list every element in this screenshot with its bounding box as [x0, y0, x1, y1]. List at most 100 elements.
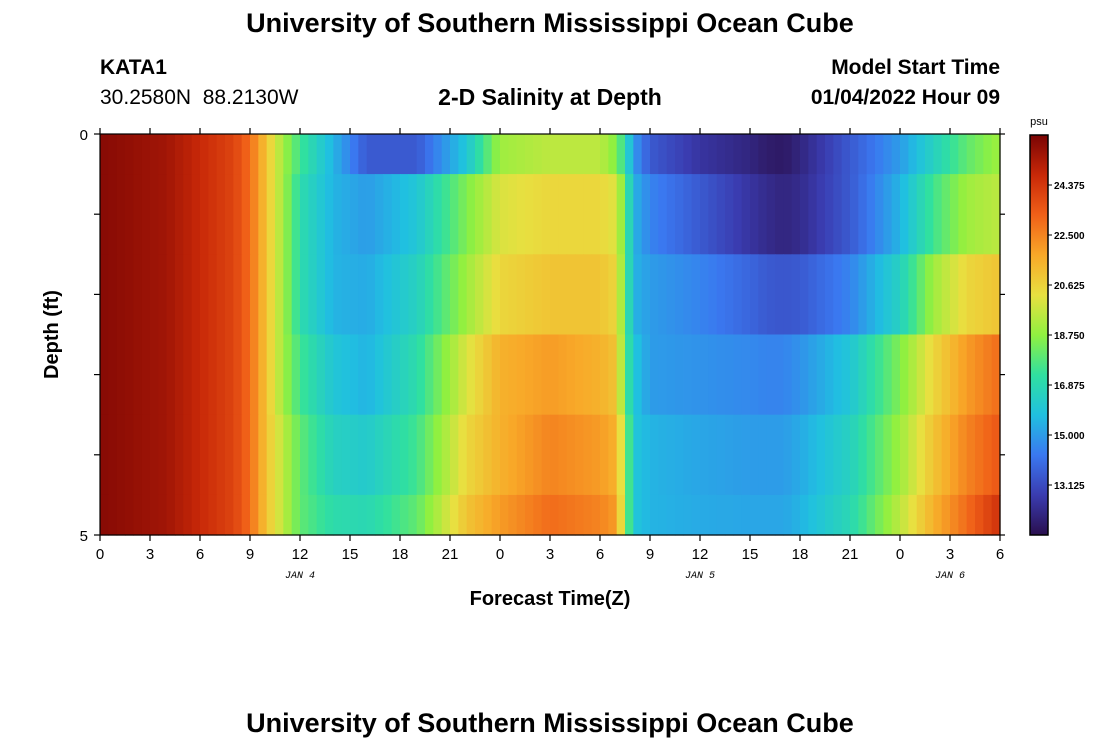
date-label: JAN 6	[935, 571, 965, 582]
heatmap-cell	[133, 134, 143, 175]
heatmap-cell	[816, 174, 826, 255]
heatmap-cell	[433, 174, 443, 255]
colorbar-unit: psu	[1030, 116, 1048, 128]
heatmap-cell	[316, 414, 326, 496]
heatmap-cell	[125, 494, 134, 536]
heatmap-cell	[400, 174, 409, 255]
heatmap-cell	[308, 494, 318, 536]
heatmap-cell	[325, 254, 334, 336]
heatmap-cell	[866, 254, 876, 336]
heatmap-cell	[966, 254, 976, 336]
heatmap-cell	[991, 414, 1001, 496]
heatmap-cell	[500, 174, 509, 255]
heatmap-cell	[150, 174, 159, 255]
heatmap-cell	[516, 334, 526, 416]
heatmap-cell	[250, 414, 259, 496]
heatmap-cell	[391, 134, 401, 175]
heatmap-cell	[116, 134, 126, 175]
heatmap-cell	[716, 334, 726, 416]
heatmap-cell	[858, 334, 868, 416]
heatmap-cell	[783, 334, 793, 416]
heatmap-cell	[225, 134, 234, 175]
heatmap-cell	[275, 414, 284, 496]
heatmap-cell	[183, 174, 193, 255]
heatmap-cell	[575, 134, 584, 175]
heatmap-cell	[791, 174, 801, 255]
heatmap-cell	[116, 254, 126, 336]
heatmap-cell	[725, 334, 734, 416]
heatmap-cell	[591, 174, 601, 255]
heatmap-cell	[541, 254, 551, 336]
heatmap-cell	[908, 254, 918, 336]
heatmap-cell	[466, 494, 476, 536]
heatmap-cell	[583, 174, 593, 255]
heatmap-cell	[200, 254, 209, 336]
heatmap-cell	[408, 134, 418, 175]
heatmap-cell	[816, 254, 826, 336]
heatmap-cell	[791, 134, 801, 175]
heatmap-cell	[983, 494, 993, 536]
heatmap-cell	[283, 134, 293, 175]
heatmap-cell	[475, 254, 484, 336]
heatmap-cell	[233, 134, 243, 175]
heatmap-cell	[700, 174, 709, 255]
heatmap-cell	[975, 494, 984, 536]
heatmap-cell	[500, 414, 509, 496]
heatmap-cell	[600, 174, 609, 255]
heatmap-cell	[966, 174, 976, 255]
heatmap-cell	[391, 414, 401, 496]
heatmap-cell	[883, 494, 893, 536]
heatmap-cell	[566, 174, 576, 255]
heatmap-cell	[650, 334, 659, 416]
heatmap-cell	[541, 494, 551, 536]
heatmap-cell	[825, 494, 834, 536]
heatmap-cell	[700, 134, 709, 175]
heatmap-cell	[700, 254, 709, 336]
heatmap-cell	[516, 414, 526, 496]
heatmap-cell	[383, 414, 393, 496]
heatmap-cell	[758, 174, 768, 255]
heatmap-cell	[791, 254, 801, 336]
heatmap-cell	[533, 334, 543, 416]
heatmap-cell	[475, 494, 484, 536]
heatmap-cell	[508, 414, 518, 496]
heatmap-cell	[283, 334, 293, 416]
heatmap-cell	[383, 174, 393, 255]
heatmap-cell	[941, 134, 951, 175]
heatmap-cell	[491, 414, 501, 496]
heatmap-cell	[808, 134, 818, 175]
heatmap-cell	[408, 414, 418, 496]
heatmap-cell	[416, 334, 426, 416]
heatmap-cell	[450, 174, 459, 255]
heatmap-cell	[583, 334, 593, 416]
heatmap-cell	[900, 334, 909, 416]
heatmap-cell	[875, 414, 884, 496]
heatmap-cell	[783, 174, 793, 255]
heatmap-cell	[716, 494, 726, 536]
heatmap-cell	[208, 134, 218, 175]
heatmap-cell	[700, 414, 709, 496]
heatmap-cell	[366, 334, 376, 416]
heatmap-cell	[775, 134, 784, 175]
heatmap-cell	[183, 414, 193, 496]
heatmap-cell	[766, 334, 776, 416]
heatmap-cell	[258, 414, 268, 496]
heatmap-cell	[275, 334, 284, 416]
heatmap-cell	[533, 254, 543, 336]
heatmap-cell	[850, 414, 859, 496]
heatmap-cell	[791, 414, 801, 496]
heatmap-cell	[175, 494, 184, 536]
y-tick-label: 0	[80, 127, 88, 144]
heatmap-cell	[891, 334, 901, 416]
heatmap-cell	[458, 414, 468, 496]
heatmap-cell	[750, 334, 759, 416]
heatmap-cell	[583, 494, 593, 536]
heatmap-cell	[150, 134, 159, 175]
heatmap-cell	[566, 334, 576, 416]
heatmap-cell	[450, 254, 459, 336]
heatmap-cell	[583, 254, 593, 336]
heatmap-cell	[516, 254, 526, 336]
heatmap-cell	[233, 174, 243, 255]
x-tick-label: 12	[692, 546, 709, 563]
y-tick-label: 5	[80, 528, 88, 545]
